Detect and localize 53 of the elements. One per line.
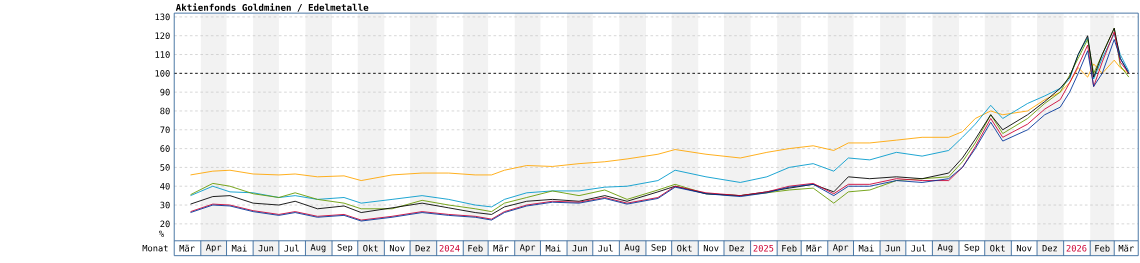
- x-tick-label: 2025: [753, 245, 774, 252]
- y-tick-label: 100: [155, 70, 170, 77]
- x-tick-label: 2026: [1066, 245, 1087, 252]
- y-tick-label: 120: [155, 32, 170, 40]
- x-tick-label: Nov: [1016, 245, 1032, 252]
- x-tick-label: Aug: [937, 244, 953, 253]
- x-tick-label: Feb: [782, 245, 797, 252]
- x-tick-label: Dez: [415, 245, 431, 252]
- y-tick-label: 70: [160, 126, 170, 134]
- x-tick-label: Aug: [624, 244, 640, 253]
- x-axis-title: Monat: [142, 245, 168, 252]
- x-tick-label: Jul: [284, 244, 299, 252]
- x-tick-label: Apr: [519, 244, 536, 253]
- x-tick-label: Mai: [858, 245, 874, 252]
- x-tick-label: Jun: [258, 245, 274, 252]
- x-tick-label: Dez: [1042, 245, 1057, 252]
- x-tick-label: Apr: [205, 244, 222, 253]
- x-tick-label: 2024: [439, 245, 460, 252]
- x-tick-label: Nov: [703, 245, 719, 252]
- y-tick-label: 30: [160, 201, 170, 209]
- x-tick-label: Feb: [1095, 245, 1110, 252]
- x-tick-label: Sep: [964, 244, 980, 253]
- y-tick-label: 40: [160, 183, 170, 190]
- x-tick-label: Dez: [729, 245, 744, 252]
- y-tick-label: 20: [160, 220, 170, 228]
- y-tick-label: 90: [160, 89, 170, 96]
- x-tick-label: Jun: [885, 245, 901, 252]
- x-tick-label: Jul: [598, 244, 613, 252]
- x-tick-label: Nov: [389, 245, 405, 252]
- y-tick-label: 110: [155, 51, 170, 58]
- y-tick-label: 80: [160, 107, 170, 115]
- y-tick-label: 50: [160, 164, 170, 171]
- x-tick-label: Okt: [990, 245, 1005, 252]
- x-tick-label: Jul: [911, 244, 926, 252]
- x-tick-label: Apr: [832, 244, 849, 253]
- y-tick-label: 130: [155, 13, 170, 21]
- x-tick-label: Okt: [677, 245, 692, 252]
- y-tick-label: 60: [160, 145, 170, 153]
- chart-title: Aktienfonds Goldminen / Edelmetalle: [175, 3, 369, 12]
- x-tick-label: Mai: [231, 245, 247, 252]
- x-tick-label: Mai: [545, 245, 561, 252]
- x-tick-label: Mär: [1118, 245, 1134, 252]
- y-axis-title: %: [159, 230, 164, 237]
- x-tick-label: Sep: [337, 244, 353, 253]
- x-tick-label: Mär: [806, 245, 822, 252]
- x-tick-label: Mär: [493, 245, 509, 252]
- line-series: [190, 59, 1130, 182]
- x-tick-label: Sep: [651, 244, 667, 253]
- x-tick-label: Jun: [572, 245, 587, 252]
- x-tick-label: Mär: [179, 245, 195, 252]
- x-tick-label: Aug: [310, 244, 326, 253]
- x-tick-label: Feb: [468, 245, 483, 252]
- x-tick-label: Okt: [363, 245, 378, 252]
